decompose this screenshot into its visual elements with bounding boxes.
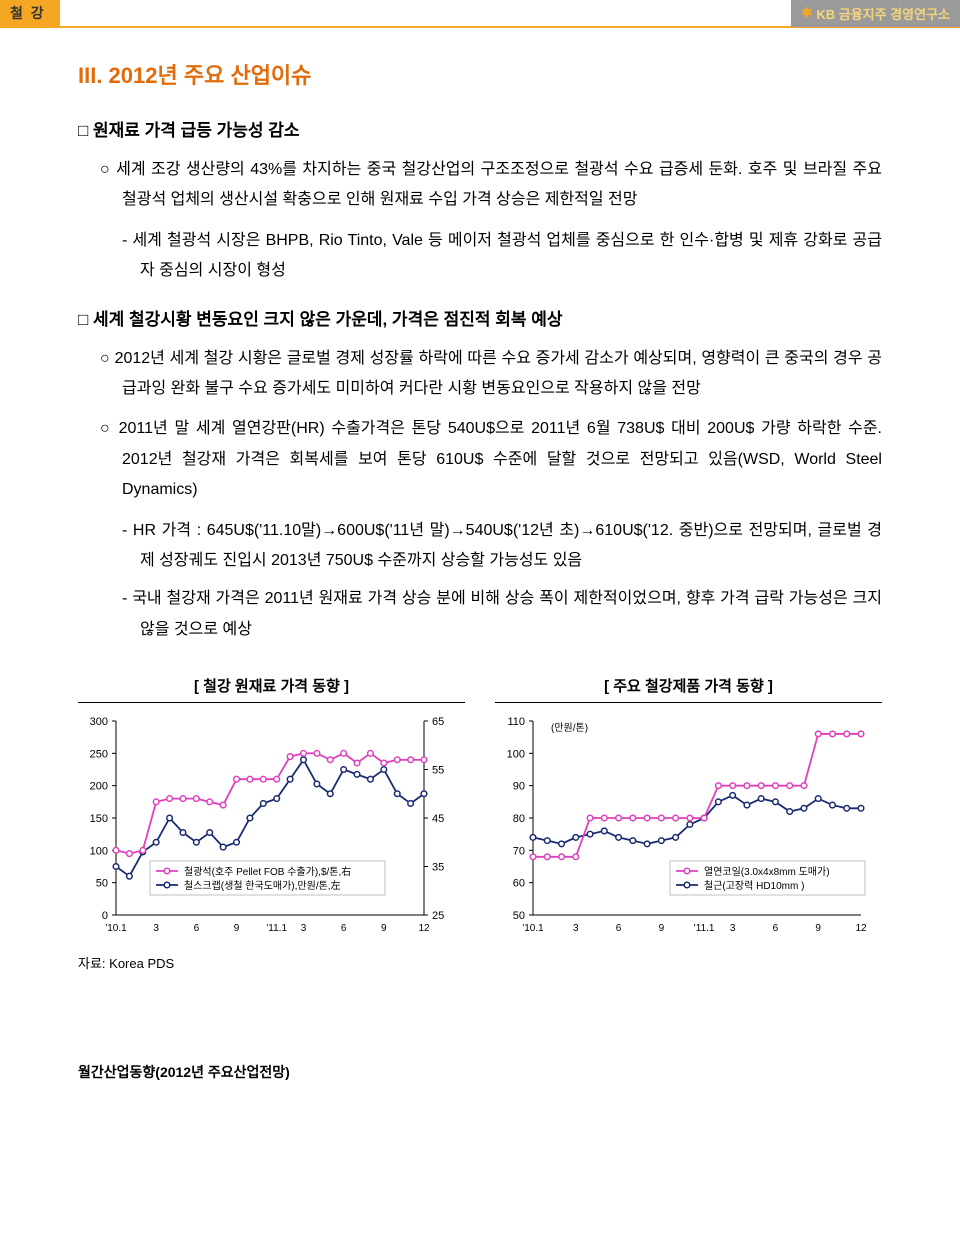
svg-text:60: 60 — [513, 878, 525, 890]
logo-text: KB 금융지주 경영연구소 — [816, 4, 950, 23]
page-content: III. 2012년 주요 산업이슈 □ 원재료 가격 급등 가능성 감소 ○ … — [0, 58, 960, 1012]
svg-text:100: 100 — [90, 845, 108, 857]
svg-text:110: 110 — [507, 716, 525, 728]
svg-text:'10.1: '10.1 — [105, 923, 127, 934]
svg-text:300: 300 — [90, 716, 108, 728]
svg-text:6: 6 — [773, 923, 779, 934]
svg-text:50: 50 — [96, 878, 108, 890]
body-subparagraph: - 세계 철광석 시장은 BHPB, Rio Tinto, Vale 등 메이저… — [122, 226, 882, 287]
svg-text:3: 3 — [730, 923, 736, 934]
section-heading: □ 원재료 가격 급등 가능성 감소 — [78, 116, 882, 141]
svg-text:65: 65 — [432, 716, 444, 728]
svg-text:철스크랩(생철 한국도매가),만원/톤,左: 철스크랩(생철 한국도매가),만원/톤,左 — [184, 879, 341, 892]
svg-text:6: 6 — [616, 923, 622, 934]
svg-text:70: 70 — [513, 845, 525, 857]
svg-text:200: 200 — [90, 781, 108, 793]
chart-title: [ 철강 원재료 가격 동향 ] — [78, 675, 465, 703]
section-heading: □ 세계 철강시황 변동요인 크지 않은 가운데, 가격은 점진적 회복 예상 — [78, 305, 882, 330]
svg-text:80: 80 — [513, 813, 525, 825]
svg-text:0: 0 — [102, 910, 108, 922]
svg-text:25: 25 — [432, 910, 444, 922]
svg-text:'10.1: '10.1 — [522, 923, 544, 934]
svg-text:55: 55 — [432, 765, 444, 777]
svg-text:'11.1: '11.1 — [694, 923, 715, 934]
svg-text:철근(고장력 HD10mm ): 철근(고장력 HD10mm ) — [704, 880, 804, 892]
svg-text:150: 150 — [90, 813, 108, 825]
svg-text:철광석(호주 Pellet FOB 수출가),$/톤,右: 철광석(호주 Pellet FOB 수출가),$/톤,右 — [184, 865, 351, 878]
svg-text:9: 9 — [659, 923, 665, 934]
svg-text:12: 12 — [418, 923, 430, 934]
svg-text:90: 90 — [513, 781, 525, 793]
svg-text:12: 12 — [855, 923, 867, 934]
svg-text:250: 250 — [90, 748, 108, 760]
header-logo: ✱ KB 금융지주 경영연구소 — [791, 0, 960, 27]
svg-text:6: 6 — [194, 923, 200, 934]
svg-text:35: 35 — [432, 862, 444, 874]
logo-star-icon: ✱ — [801, 5, 812, 21]
body-subparagraph: - 국내 철강재 가격은 2011년 원재료 가격 상승 분에 비해 상승 폭이… — [122, 584, 882, 645]
steel-product-price-chart: 50 60 70 80 90 100 110 (만원/톤) '10.1 3 6 9 '11.1 3 6 9 12… — [495, 713, 875, 943]
body-paragraph: ○ 2012년 세계 철강 시황은 글로벌 경제 성장률 하락에 따른 수요 증… — [100, 344, 882, 405]
chart-title: [ 주요 철강제품 가격 동향 ] — [495, 675, 882, 703]
charts-row: [ 철강 원재료 가격 동향 ] 0 50 100 150 200 250 300 25 35 4… — [78, 675, 882, 943]
svg-text:100: 100 — [507, 748, 525, 760]
page-footer: 월간산업동향(2012년 주요산업전망) — [78, 1062, 960, 1082]
svg-text:'11.1: '11.1 — [266, 923, 287, 934]
svg-text:3: 3 — [301, 923, 307, 934]
header-category-tag: 철 강 — [0, 0, 60, 26]
body-paragraph: ○ 2011년 말 세계 열연강판(HR) 수출가격은 톤당 540U$으로 2… — [100, 414, 882, 505]
svg-text:50: 50 — [513, 910, 525, 922]
header-bar: 철 강 ✱ KB 금융지주 경영연구소 — [0, 0, 960, 26]
page-title: III. 2012년 주요 산업이슈 — [78, 58, 882, 90]
chart-left-column: [ 철강 원재료 가격 동향 ] 0 50 100 150 200 250 300 25 35 4… — [78, 675, 465, 943]
raw-material-price-chart: 0 50 100 150 200 250 300 25 35 45 55 65 '10.1 3 6 9 '11.… — [78, 713, 458, 943]
svg-text:3: 3 — [573, 923, 579, 934]
svg-text:9: 9 — [381, 923, 387, 934]
chart-right-column: [ 주요 철강제품 가격 동향 ] 50 60 70 80 90 100 110 (만원/톤)… — [495, 675, 882, 943]
chart-source: 자료: Korea PDS — [78, 953, 882, 972]
body-subparagraph: - HR 가격 : 645U$('11.10말)→600U$('11년 말)→5… — [122, 516, 882, 577]
svg-text:9: 9 — [815, 923, 821, 934]
svg-text:45: 45 — [432, 813, 444, 825]
svg-text:열연코일(3.0x4x8mm 도매가): 열연코일(3.0x4x8mm 도매가) — [704, 866, 830, 878]
svg-text:3: 3 — [153, 923, 159, 934]
svg-text:6: 6 — [341, 923, 347, 934]
svg-text:9: 9 — [234, 923, 240, 934]
svg-text:(만원/톤): (만원/톤) — [551, 722, 588, 734]
body-paragraph: ○ 세계 조강 생산량의 43%를 차지하는 중국 철강산업의 구조조정으로 철… — [100, 155, 882, 216]
